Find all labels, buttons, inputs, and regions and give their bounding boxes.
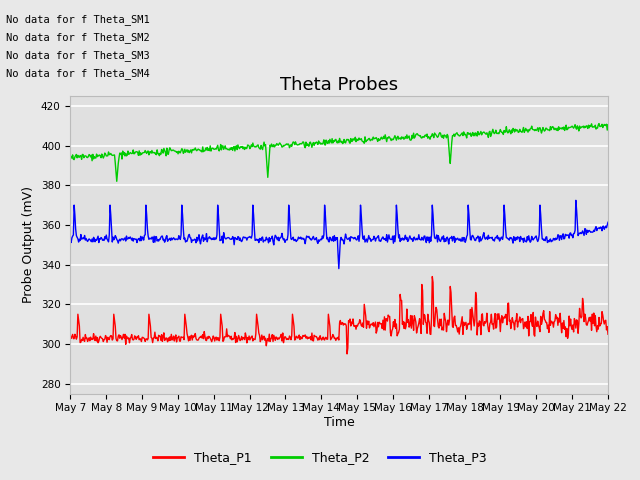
- Legend: Theta_P1, Theta_P2, Theta_P3: Theta_P1, Theta_P2, Theta_P3: [148, 446, 492, 469]
- Y-axis label: Probe Output (mV): Probe Output (mV): [22, 186, 35, 303]
- Title: Theta Probes: Theta Probes: [280, 76, 398, 95]
- Text: No data for f Theta_SM1: No data for f Theta_SM1: [6, 13, 150, 24]
- X-axis label: Time: Time: [324, 416, 355, 429]
- Text: No data for f Theta_SM3: No data for f Theta_SM3: [6, 50, 150, 61]
- Text: No data for f Theta_SM4: No data for f Theta_SM4: [6, 68, 150, 79]
- Text: No data for f Theta_SM2: No data for f Theta_SM2: [6, 32, 150, 43]
